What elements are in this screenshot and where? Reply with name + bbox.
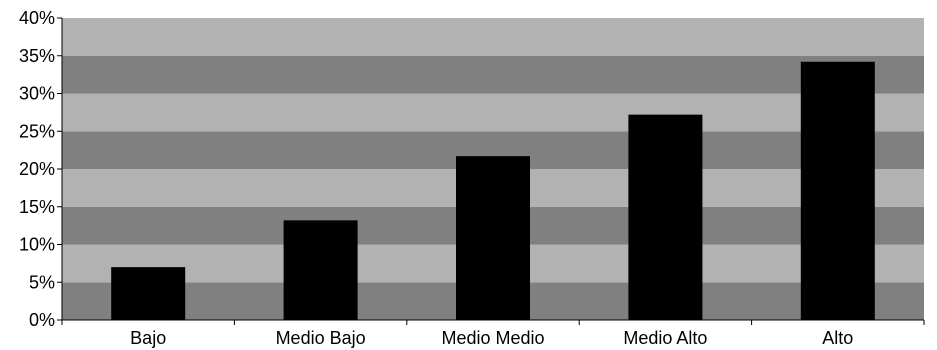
x-tick-label: Medio Bajo (276, 328, 366, 348)
background-band (62, 93, 924, 132)
x-tick-label: Alto (822, 328, 853, 348)
x-tick-label: Bajo (130, 328, 166, 348)
bar-medio-alto (628, 114, 703, 320)
bar-series (111, 61, 875, 320)
y-tick-label: 30% (19, 84, 55, 104)
bar-medio-bajo (283, 220, 358, 320)
y-axis-ticks: 0% 5% 10% 15% 20% 25% 30% 35% 40% (19, 8, 62, 330)
background-band (62, 18, 924, 56)
y-tick-label: 40% (19, 8, 55, 28)
x-axis-ticks: Bajo Medio Bajo Medio Medio Medio Alto Alto (61, 320, 925, 348)
y-tick-label: 10% (19, 235, 55, 255)
background-band (62, 55, 924, 94)
y-tick-label: 20% (19, 159, 55, 179)
y-tick-label: 35% (19, 46, 55, 66)
y-tick-label: 25% (19, 121, 55, 141)
bar-alto (800, 61, 875, 320)
x-tick-label: Medio Medio (441, 328, 544, 348)
bar-medio-medio (456, 156, 530, 320)
x-tick-label: Medio Alto (623, 328, 707, 348)
bar-bajo (111, 267, 186, 320)
y-tick-label: 15% (19, 197, 55, 217)
y-tick-label: 0% (29, 310, 55, 330)
y-tick-label: 5% (29, 272, 55, 292)
